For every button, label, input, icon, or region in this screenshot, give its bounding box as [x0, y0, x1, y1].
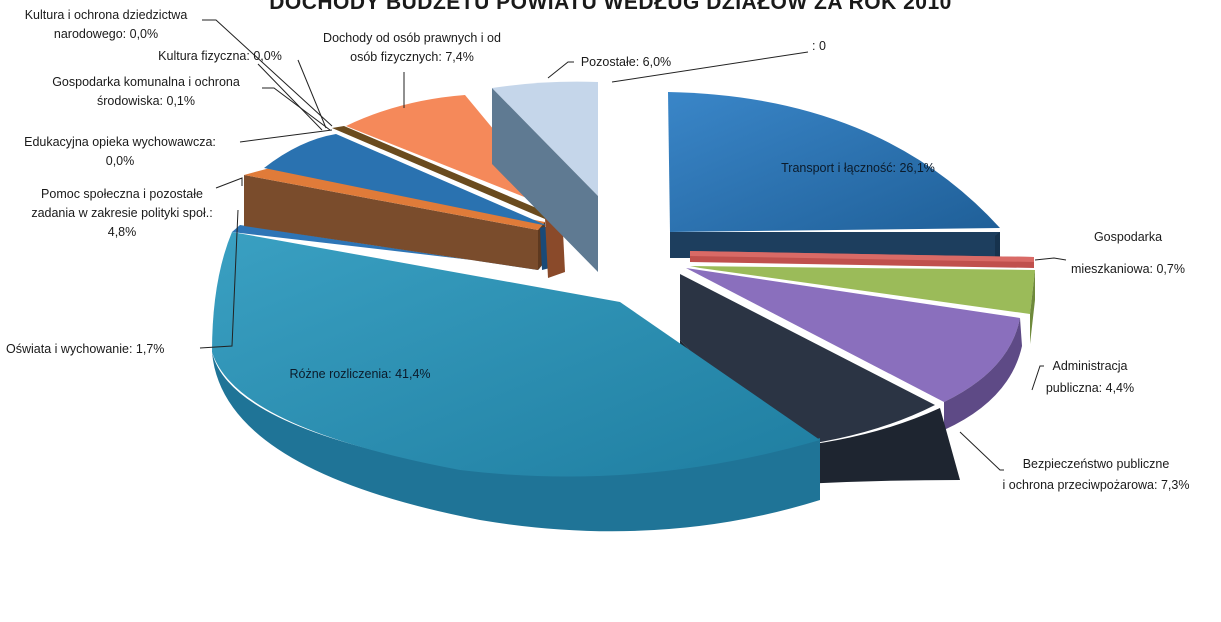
label-transport: Transport i łączność: 26,1% [781, 161, 935, 175]
slice-gosp-mieszkaniowa [690, 251, 1034, 268]
label-edu-2: 0,0% [106, 154, 135, 168]
label-rozne: Różne rozliczenia: 41,4% [289, 367, 430, 381]
label-pomoc-3: 4,8% [108, 225, 137, 239]
label-gk-1: Gospodarka komunalna i ochrona [52, 75, 240, 89]
label-admin-2: publiczna: 4,4% [1046, 381, 1134, 395]
label-admin-1: Administracja [1052, 359, 1127, 373]
label-pomoc-1: Pomoc społeczna i pozostałe [41, 187, 203, 201]
slice-gosp-komunalna [332, 126, 560, 222]
chart-title: DOCHODY BUDŻETU POWIATU WEDŁUG DZIAŁÓW Z… [269, 0, 952, 14]
label-gosp-mieszk-1: Gospodarka [1094, 230, 1162, 244]
label-dochody-2: osób fizycznych: 7,4% [350, 50, 474, 64]
slice-rozne-rozliczenia [212, 232, 820, 532]
slice-administracja [686, 268, 1022, 430]
label-kf: Kultura fizyczna: 0,0% [158, 49, 282, 63]
slice-transport [668, 92, 1000, 262]
label-pozostale: Pozostałe: 6,0% [581, 55, 671, 69]
slice-pozostale [492, 81, 598, 272]
slice-labels: Transport i łączność: 26,1% Różne rozlic… [6, 8, 1189, 492]
leader-lines [199, 19, 1067, 471]
label-kultura-1: Kultura i ochrona dziedzictwa [25, 8, 188, 22]
label-kultura-2: narodowego: 0,0% [54, 27, 158, 41]
label-edu-1: Edukacyjna opieka wychowawcza: [24, 135, 216, 149]
slice-green [690, 266, 1035, 344]
label-oswiata: Oświata i wychowanie: 1,7% [6, 342, 164, 356]
label-bezp-2: i ochrona przeciwpożarowa: 7,3% [1003, 478, 1190, 492]
label-pomoc-2: zadania w zakresie polityki społ.: [31, 206, 212, 220]
label-bezp-1: Bezpieczeństwo publiczne [1023, 457, 1170, 471]
label-gosp-mieszk-2: mieszkaniowa: 0,7% [1071, 262, 1185, 276]
label-dochody-1: Dochody od osób prawnych i od [323, 31, 501, 45]
label-zero: : 0 [812, 39, 826, 53]
label-gk-2: środowiska: 0,1% [97, 94, 195, 108]
